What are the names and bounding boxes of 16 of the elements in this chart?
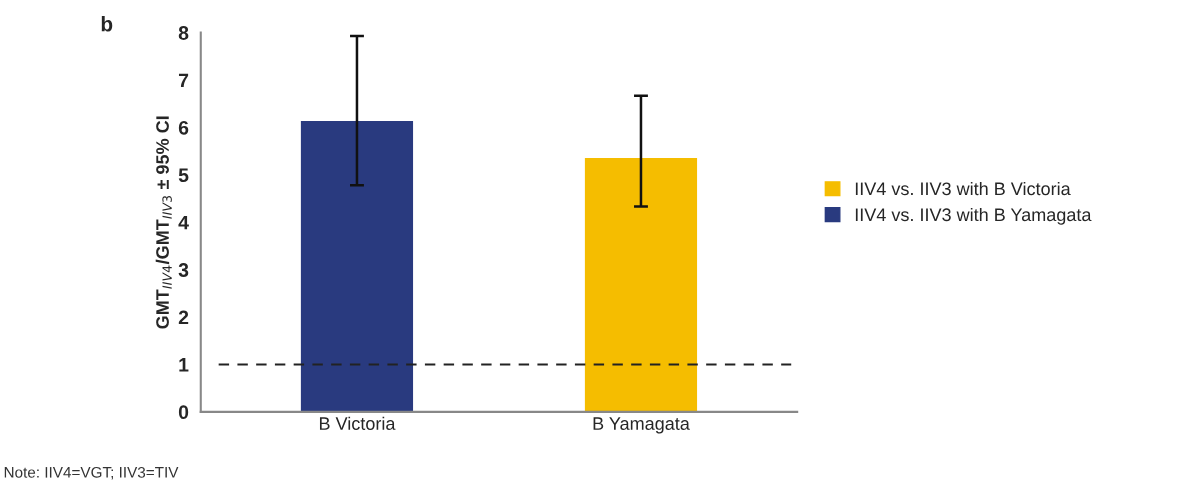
y-tick-label: 1 <box>179 358 189 372</box>
y-tick-label: 7 <box>178 73 189 88</box>
y-tick-label: 3 <box>178 263 189 277</box>
y-tick-label: 5 <box>178 168 189 183</box>
y-tick-label: 6 <box>178 120 189 135</box>
y-tick-label: 4 <box>178 215 189 230</box>
text: Note: IIV4=VGT; IIV3=TIV <box>4 466 179 480</box>
text: b <box>101 16 113 32</box>
x-tick-label: B Victoria <box>319 416 396 430</box>
legend-label: IIV4 vs. IIV3 with B Victoria <box>855 181 1071 196</box>
legend-label: IIV4 vs. IIV3 with B Yamagata <box>855 207 1092 225</box>
y-axis-title: GMT$_{IIV4}$/GMT$_{IIV3}$ ± 95% CI <box>155 116 172 329</box>
x-tick-label: B Yamagata <box>593 417 690 434</box>
y-tick-label: 0 <box>178 405 189 420</box>
y-tick-label: 8 <box>178 26 189 40</box>
y-tick-label: 2 <box>178 310 189 325</box>
